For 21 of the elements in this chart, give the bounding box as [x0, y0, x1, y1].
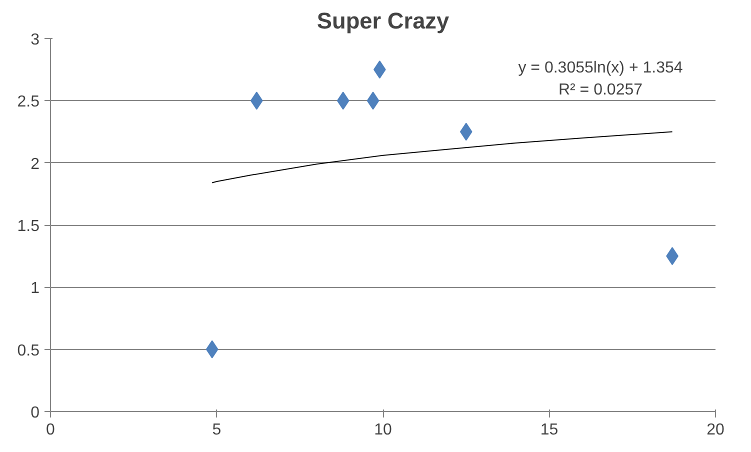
- y-tick-label: 2: [30, 156, 40, 173]
- point: [250, 92, 263, 110]
- point: [206, 340, 218, 358]
- x-tick-label: 15: [540, 422, 558, 438]
- x-tick-label: 0: [46, 422, 56, 438]
- x-tick-label: 20: [706, 422, 724, 438]
- y-tick-label: 0: [30, 404, 40, 422]
- point: [336, 92, 350, 110]
- line-series: [212, 131, 673, 184]
- annotation: y = 0.3055ln(x) + 1.354: [518, 60, 683, 76]
- y-tick-label: 3: [30, 32, 40, 48]
- y-tick-label: 1: [30, 280, 40, 298]
- annotation: R² = 0.0257: [558, 82, 643, 98]
- point: [460, 122, 472, 141]
- x-tick-label: 10: [374, 422, 392, 438]
- y-tick-label: 1.5: [17, 218, 40, 235]
- point: [366, 92, 380, 110]
- chart-title: Super Crazy: [316, 8, 450, 34]
- y-tick-label: 2.5: [17, 94, 40, 111]
- x-tick-label: 5: [212, 422, 222, 438]
- y-tick-label: 0.5: [17, 342, 40, 360]
